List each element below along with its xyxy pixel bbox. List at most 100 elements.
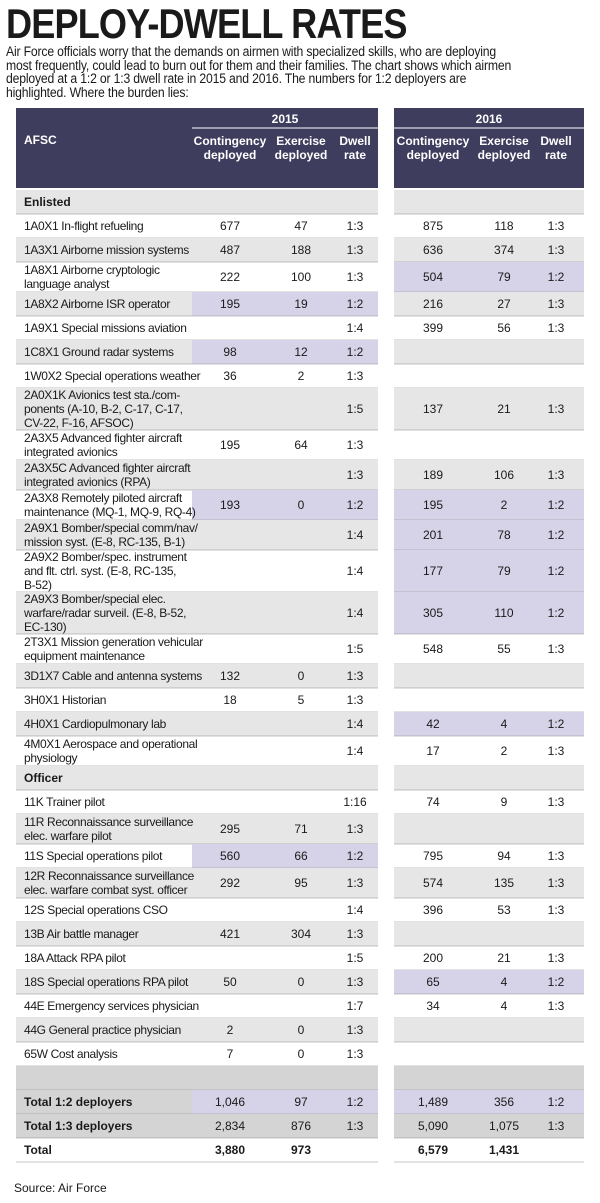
row-band bbox=[16, 388, 378, 430]
contingency-value: 636 bbox=[423, 243, 443, 257]
exercise-value: 0 bbox=[298, 1023, 305, 1037]
contingency-value: 74 bbox=[426, 795, 440, 809]
contingency-value: 177 bbox=[423, 564, 443, 578]
contingency-value: 560 bbox=[220, 849, 240, 863]
exercise-value: 0 bbox=[298, 1047, 305, 1061]
dwell-value: 1:3 bbox=[548, 999, 565, 1013]
dwell-value: 1:2 bbox=[548, 975, 565, 989]
header-dwell-2016: Dwell bbox=[540, 134, 571, 148]
afsc-label: 1W0X2 Special operations weather bbox=[24, 369, 201, 383]
contingency-value: 421 bbox=[220, 927, 240, 941]
afsc-label: elec. warfare pilot bbox=[24, 829, 112, 843]
contingency-value: 189 bbox=[423, 468, 443, 482]
afsc-label: 3H0X1 Historian bbox=[24, 693, 106, 707]
header-exercise-2015: Exercise bbox=[276, 134, 326, 148]
row-band bbox=[394, 460, 584, 490]
contingency-value: 7 bbox=[227, 1047, 234, 1061]
afsc-label: 12R Reconnaissance surveillance bbox=[24, 869, 195, 883]
dwell-value: 1:3 bbox=[548, 243, 565, 257]
dwell-value: 1:2 bbox=[548, 717, 565, 731]
contingency-value: 677 bbox=[220, 219, 240, 233]
afsc-label: 44G General practice physician bbox=[24, 1023, 181, 1037]
header-band-2016 bbox=[394, 108, 584, 188]
dwell-value: 1:2 bbox=[548, 1095, 565, 1109]
afsc-label: 2A9X3 Bomber/special elec. bbox=[24, 592, 166, 606]
exercise-value: 66 bbox=[294, 849, 308, 863]
afsc-label: 1A8X2 Airborne ISR operator bbox=[24, 297, 170, 311]
contingency-value: 65 bbox=[426, 975, 440, 989]
exercise-value: 97 bbox=[294, 1095, 308, 1109]
dwell-value: 1:2 bbox=[347, 849, 364, 863]
row-band bbox=[16, 664, 378, 688]
highlight-1-2-2016 bbox=[394, 592, 584, 634]
dwell-value: 1:3 bbox=[347, 876, 364, 890]
exercise-value: 21 bbox=[497, 402, 511, 416]
row-band bbox=[394, 766, 584, 790]
exercise-value: 188 bbox=[291, 243, 311, 257]
dwell-value: 1:3 bbox=[347, 243, 364, 257]
afsc-label: mission syst. (E-8, RC-135, B-1) bbox=[24, 535, 185, 549]
exercise-value: 12 bbox=[294, 345, 308, 359]
contingency-value: 195 bbox=[220, 297, 240, 311]
exercise-value: 79 bbox=[497, 564, 511, 578]
exercise-value: 47 bbox=[294, 219, 308, 233]
afsc-label: 2A3X5C Advanced fighter aircraft bbox=[24, 461, 191, 475]
header-contingency-2015: Contingency bbox=[194, 134, 267, 148]
dwell-value: 1:3 bbox=[548, 744, 565, 758]
row-band bbox=[394, 340, 584, 364]
header-band-2015 bbox=[16, 108, 378, 188]
contingency-value: 5,090 bbox=[418, 1119, 448, 1133]
row-band bbox=[16, 970, 378, 994]
exercise-value: 1,431 bbox=[489, 1143, 519, 1157]
afsc-label: integrated avionics bbox=[24, 445, 118, 459]
row-band bbox=[16, 1018, 378, 1042]
dwell-value: 1:3 bbox=[347, 669, 364, 683]
afsc-label: 18A Attack RPA pilot bbox=[24, 951, 127, 965]
afsc-label: equipment maintenance bbox=[24, 649, 145, 663]
source-note: Source: Air Force bbox=[14, 1181, 107, 1195]
row-band bbox=[16, 766, 378, 790]
dwell-value: 1:2 bbox=[347, 297, 364, 311]
afsc-label: 3D1X7 Cable and antenna systems bbox=[24, 669, 202, 683]
contingency-value: 305 bbox=[423, 606, 443, 620]
dwell-value: 1:3 bbox=[347, 822, 364, 836]
contingency-value: 795 bbox=[423, 849, 443, 863]
dwell-value: 1:3 bbox=[548, 1119, 565, 1133]
dwell-value: 1:4 bbox=[347, 717, 364, 731]
row-band bbox=[394, 1066, 584, 1090]
contingency-value: 399 bbox=[423, 321, 443, 335]
exercise-value: 2 bbox=[298, 369, 305, 383]
afsc-label: EC-130) bbox=[24, 620, 67, 634]
afsc-label: 1A3X1 Airborne mission systems bbox=[24, 243, 189, 257]
exercise-value: 95 bbox=[294, 876, 308, 890]
afsc-label: 4M0X1 Aerospace and operational bbox=[24, 737, 197, 751]
row-band bbox=[16, 712, 378, 736]
afsc-label: 4H0X1 Cardiopulmonary lab bbox=[24, 717, 167, 731]
dwell-value: 1:2 bbox=[347, 498, 364, 512]
row-band bbox=[16, 1066, 378, 1090]
dwell-value: 1:3 bbox=[347, 468, 364, 482]
dwell-value: 1:3 bbox=[548, 903, 565, 917]
dwell-value: 1:2 bbox=[548, 498, 565, 512]
header-dwell-2015: Dwell bbox=[339, 134, 370, 148]
dwell-value: 1:2 bbox=[347, 1095, 364, 1109]
exercise-value: 21 bbox=[497, 951, 511, 965]
highlight-1-2-2016 bbox=[394, 1090, 584, 1114]
afsc-label: Total 1:2 deployers bbox=[24, 1095, 133, 1109]
afsc-label: language analyst bbox=[24, 277, 110, 291]
header-dwell-2016: rate bbox=[545, 148, 567, 162]
dwell-value: 1:3 bbox=[548, 876, 565, 890]
exercise-value: 55 bbox=[497, 642, 511, 656]
dwell-value: 1:2 bbox=[347, 345, 364, 359]
dwell-value: 1:4 bbox=[347, 321, 364, 335]
dwell-value: 1:3 bbox=[347, 270, 364, 284]
year-label-2015: 2015 bbox=[272, 112, 299, 126]
row-band bbox=[16, 814, 378, 844]
exercise-value: 4 bbox=[501, 717, 508, 731]
dwell-value: 1:3 bbox=[548, 642, 565, 656]
highlight-1-2-2015 bbox=[192, 340, 378, 364]
row-band bbox=[16, 1114, 378, 1138]
afsc-label: 11S Special operations pilot bbox=[24, 849, 163, 863]
dwell-value: 1:3 bbox=[347, 1119, 364, 1133]
dwell-value: 1:3 bbox=[548, 849, 565, 863]
